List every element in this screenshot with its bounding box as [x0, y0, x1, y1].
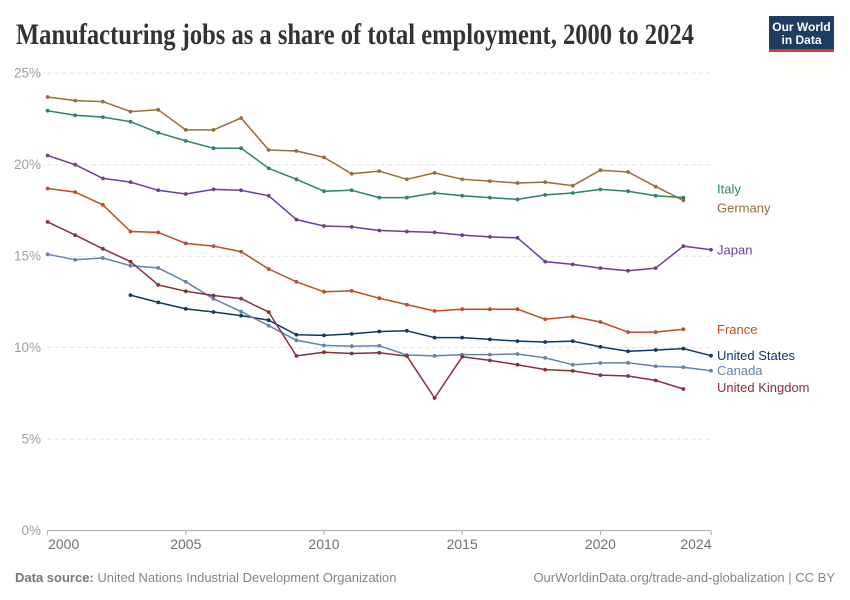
svg-text:15%: 15% — [14, 249, 41, 264]
svg-text:United States: United States — [717, 348, 796, 363]
svg-text:Italy: Italy — [717, 182, 741, 197]
svg-text:2000: 2000 — [48, 536, 79, 552]
svg-text:2005: 2005 — [170, 536, 201, 552]
svg-text:5%: 5% — [21, 432, 41, 447]
svg-text:2010: 2010 — [308, 536, 339, 552]
svg-text:25%: 25% — [14, 66, 41, 81]
svg-text:2020: 2020 — [585, 536, 616, 552]
svg-text:2015: 2015 — [447, 536, 478, 552]
svg-text:Japan: Japan — [717, 243, 752, 258]
svg-text:10%: 10% — [14, 340, 41, 355]
svg-text:0%: 0% — [21, 523, 41, 538]
svg-text:Canada: Canada — [717, 363, 763, 378]
svg-text:France: France — [717, 322, 757, 337]
svg-text:United Kingdom: United Kingdom — [717, 380, 810, 395]
svg-text:Germany: Germany — [717, 201, 771, 216]
svg-text:20%: 20% — [14, 157, 41, 172]
svg-text:2024: 2024 — [680, 536, 711, 552]
